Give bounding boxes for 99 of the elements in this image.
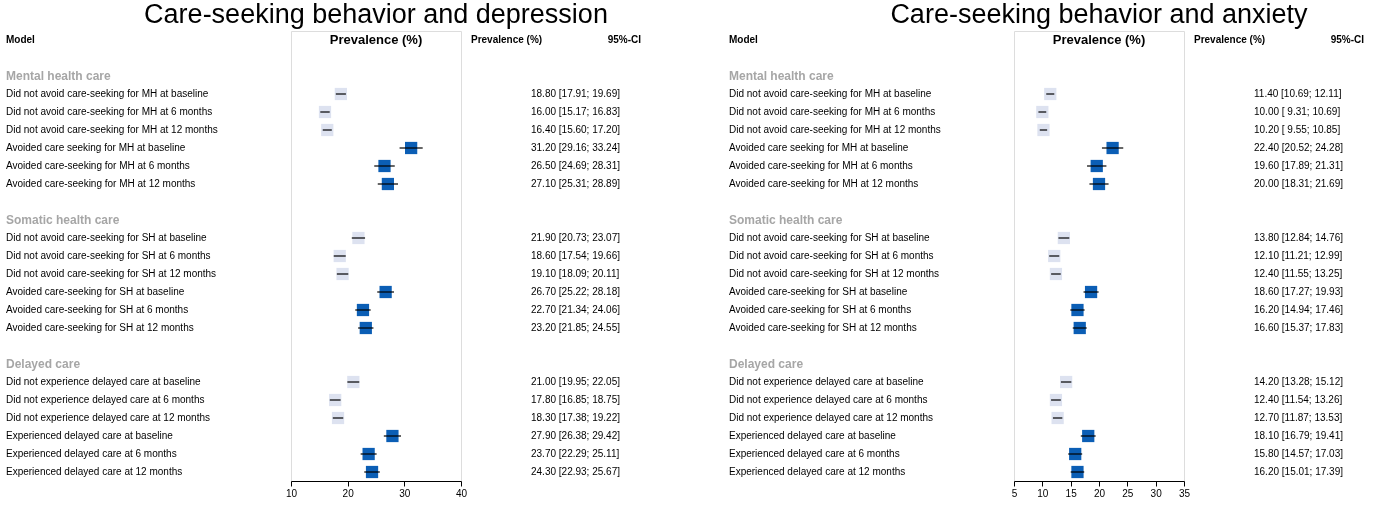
data-label: 16.60 [15.37; 17.83]: [1254, 322, 1344, 333]
data-label: 19.10 [18.09; 20.11]: [531, 268, 620, 279]
x-tick-label: 20: [1093, 487, 1106, 499]
text: Model: [6, 34, 36, 45]
text: 95%-CI: [1330, 34, 1365, 45]
data-label: 12.40 [11.54; 13.26]: [1254, 394, 1343, 405]
data-label: 14.20 [13.28; 15.12]: [1254, 376, 1344, 387]
text: Model: [729, 34, 759, 45]
x-axis-title: Prevalence (%): [1052, 32, 1146, 47]
y-tick-label: Did not avoid care-seeking for SH at 6 months: [729, 250, 934, 261]
y-tick-label: Did not avoid care-seeking for SH at baseline: [6, 232, 208, 243]
data-label: 22.40 [20.52; 24.28]: [1254, 142, 1344, 153]
y-tick-label: Did not avoid care-seeking for MH at baseline: [729, 88, 932, 99]
y-tick-label: Did not avoid care-seeking for MH at baseline: [6, 88, 209, 99]
y-tick-label: Did not avoid care-seeking for SH at baseline: [729, 232, 931, 243]
y-tick-label: Did not avoid care-seeking for SH at 12 months: [729, 268, 940, 279]
x-tick-label: 25: [1122, 487, 1134, 499]
text: Prevalence (%): [471, 34, 543, 45]
y-tick-label: Did not avoid care-seeking for SH at 6 months: [6, 250, 211, 261]
data-label: 18.10 [16.79; 19.41]: [1254, 430, 1344, 441]
data-label: 10.20 [ 9.55; 10.85]: [1254, 124, 1341, 135]
chart-title: Care-seeking behavior and anxiety: [890, 0, 1309, 29]
data-label: 16.40 [15.60; 17.20]: [531, 124, 621, 135]
y-tick-label: Avoided care-seeking for MH at 12 months: [6, 178, 196, 189]
y-tick-label: Avoided care-seeking for SH at 6 months: [729, 304, 912, 315]
y-tick-label: Mental health care: [6, 69, 112, 83]
chart-title: Care-seeking behavior and depression: [144, 0, 608, 29]
data-label: 31.20 [29.16; 33.24]: [531, 142, 621, 153]
data-label: 12.70 [11.87; 13.53]: [1254, 412, 1343, 423]
y-tick-label: Avoided care-seeking for SH at baseline: [6, 286, 185, 297]
x-tick-label: 30: [399, 487, 411, 499]
y-tick-label: Mental health care: [729, 69, 835, 83]
data-label: 11.40 [10.69; 12.11]: [1254, 88, 1342, 99]
y-tick-label: Avoided care seeking for MH at baseline: [729, 142, 909, 153]
data-label: 16.20 [15.01; 17.39]: [1254, 466, 1344, 477]
y-tick-label: Experienced delayed care at 12 months: [729, 466, 906, 477]
y-tick-label: Experienced delayed care at baseline: [6, 430, 174, 441]
y-tick-label: Delayed care: [6, 357, 81, 371]
data-label: 18.30 [17.38; 19.22]: [531, 412, 621, 423]
x-tick-label: 15: [1065, 487, 1078, 499]
y-tick-label: Did not experience delayed care at 12 months: [729, 412, 934, 423]
x-tick-label: 20: [342, 487, 355, 499]
y-tick-label: Did not experience delayed care at 6 months: [729, 394, 928, 405]
y-tick-label: Avoided care-seeking for MH at 6 months: [6, 160, 190, 171]
y-tick-label: Avoided care-seeking for MH at 12 months: [729, 178, 919, 189]
x-tick-label: 40: [455, 487, 468, 499]
y-tick-label: Did not avoid care-seeking for SH at 12 months: [6, 268, 217, 279]
data-label: 23.20 [21.85; 24.55]: [531, 322, 621, 333]
y-tick-label: Did not experience delayed care at baseline: [6, 376, 202, 387]
x-axis-title: Prevalence (%): [329, 32, 423, 47]
y-tick-label: Experienced delayed care at 6 months: [6, 448, 177, 459]
data-label: 21.90 [20.73; 23.07]: [531, 232, 621, 243]
y-tick-label: Did not experience delayed care at 12 months: [6, 412, 211, 423]
data-label: 10.00 [ 9.31; 10.69]: [1254, 106, 1341, 117]
data-label: 12.40 [11.55; 13.25]: [1254, 268, 1343, 279]
y-tick-label: Experienced delayed care at 6 months: [729, 448, 900, 459]
x-tick-label: 30: [1150, 487, 1163, 499]
y-tick-label: Somatic health care: [729, 213, 843, 227]
y-tick-label: Avoided care-seeking for SH at 12 months: [729, 322, 917, 333]
data-label: 22.70 [21.34; 24.06]: [531, 304, 621, 315]
x-tick-label: 5: [1011, 487, 1018, 499]
data-label: 27.10 [25.31; 28.89]: [531, 178, 621, 189]
data-label: 16.20 [14.94; 17.46]: [1254, 304, 1344, 315]
y-tick-label: Avoided care-seeking for SH at baseline: [729, 286, 908, 297]
y-tick-label: Avoided care-seeking for SH at 6 months: [6, 304, 189, 315]
y-tick-label: Did not avoid care-seeking for MH at 6 months: [6, 106, 213, 117]
data-label: 19.60 [17.89; 21.31]: [1254, 160, 1344, 171]
data-label: 21.00 [19.95; 22.05]: [531, 376, 621, 387]
y-tick-label: Did not avoid care-seeking for MH at 6 months: [729, 106, 936, 117]
data-label: 12.10 [11.21; 12.99]: [1254, 250, 1343, 261]
y-tick-label: Did not experience delayed care at baseline: [729, 376, 925, 387]
data-label: 26.70 [25.22; 28.18]: [531, 286, 621, 297]
text: Prevalence (%): [1194, 34, 1266, 45]
y-tick-label: Avoided care seeking for MH at baseline: [6, 142, 186, 153]
data-label: 13.80 [12.84; 14.76]: [1254, 232, 1344, 243]
x-tick-label: 10: [285, 487, 298, 499]
y-tick-label: Somatic health care: [6, 213, 120, 227]
data-label: 27.90 [26.38; 29.42]: [531, 430, 621, 441]
y-tick-label: Avoided care-seeking for MH at 6 months: [729, 160, 913, 171]
data-label: 16.00 [15.17; 16.83]: [531, 106, 621, 117]
y-tick-label: Did not avoid care-seeking for MH at 12 months: [729, 124, 941, 135]
data-label: 26.50 [24.69; 28.31]: [531, 160, 621, 171]
data-label: 24.30 [22.93; 25.67]: [531, 466, 621, 477]
x-tick-label: 35: [1178, 487, 1191, 499]
data-label: 18.80 [17.91; 19.69]: [531, 88, 621, 99]
x-tick-label: 10: [1037, 487, 1049, 499]
y-tick-label: Delayed care: [729, 357, 804, 371]
data-label: 23.70 [22.29; 25.11]: [531, 448, 620, 459]
data-label: 18.60 [17.54; 19.66]: [531, 250, 621, 261]
data-label: 18.60 [17.27; 19.93]: [1254, 286, 1344, 297]
y-tick-label: Did not avoid care-seeking for MH at 12 months: [6, 124, 218, 135]
text: 95%-CI: [607, 34, 642, 45]
data-label: 20.00 [18.31; 21.69]: [1254, 178, 1344, 189]
y-tick-label: Experienced delayed care at baseline: [729, 430, 897, 441]
y-tick-label: Avoided care-seeking for SH at 12 months: [6, 322, 194, 333]
y-tick-label: Did not experience delayed care at 6 months: [6, 394, 205, 405]
data-label: 17.80 [16.85; 18.75]: [531, 394, 621, 405]
data-label: 15.80 [14.57; 17.03]: [1254, 448, 1344, 459]
y-tick-label: Experienced delayed care at 12 months: [6, 466, 183, 477]
